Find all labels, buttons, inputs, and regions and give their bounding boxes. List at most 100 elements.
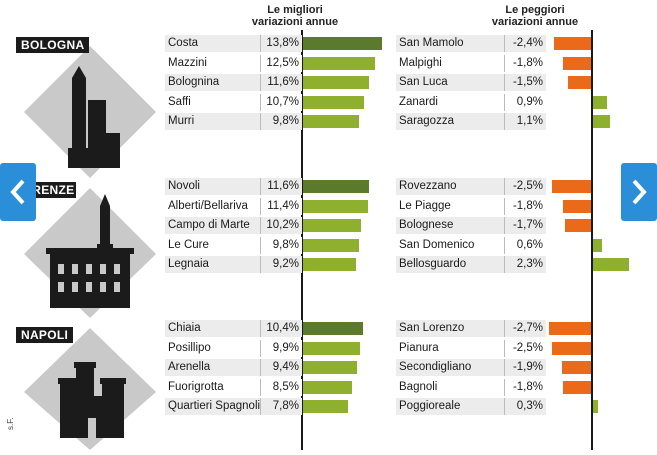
best-value-label: 7,8% [260, 398, 302, 416]
worst-row: Secondigliano -1,9% [396, 359, 546, 377]
worst-district-label: Rovezzano [399, 180, 457, 192]
best-bar [303, 180, 370, 193]
worst-bar [552, 341, 591, 355]
best-value-label: 8,5% [260, 378, 302, 396]
best-bar [303, 37, 382, 50]
best-bar [303, 258, 356, 272]
best-value-label: 12,5% [260, 54, 302, 72]
best-row: Alberti/Bellariva 11,4% [165, 197, 302, 215]
best-row: Posillipo 9,9% [165, 339, 302, 357]
worst-value-label: -2,5% [504, 178, 546, 195]
worst-value-label: -1,8% [504, 378, 546, 396]
worst-row: San Mamolo -2,4% [396, 35, 546, 52]
chevron-left-icon [10, 179, 25, 205]
worst-value-label: -2,5% [504, 339, 546, 357]
best-value-label: 9,9% [260, 339, 302, 357]
best-row: Le Cure 9,8% [165, 236, 302, 254]
best-bar [303, 115, 360, 129]
worst-row: Pianura -2,5% [396, 339, 546, 357]
best-district-label: Posillipo [168, 341, 211, 354]
worst-bar [549, 322, 591, 335]
credit-text: s.F. [6, 417, 15, 430]
best-bar [303, 56, 375, 70]
worst-district-label: San Lorenzo [399, 322, 465, 334]
worst-bar [553, 37, 591, 50]
worst-row: Malpighi -1,8% [396, 54, 546, 72]
best-district-label: Le Cure [168, 238, 209, 251]
best-district-label: Arenella [168, 361, 211, 374]
bologna-illustration [24, 46, 156, 178]
worst-bar [593, 258, 629, 272]
worst-bar [561, 361, 591, 375]
city-badge-napoli: NAPOLI [16, 327, 74, 343]
city-badge-bologna: BOLOGNA [16, 37, 90, 53]
best-bar [303, 361, 357, 375]
worst-district-label: Pianura [399, 341, 439, 354]
best-district-label: Costa [168, 37, 199, 49]
best-bar [303, 380, 352, 394]
firenze-illustration [24, 188, 156, 318]
worst-district-label: Malpighi [399, 56, 442, 69]
napoli-illustration [24, 328, 156, 450]
best-row: Fuorigrotta 8,5% [165, 378, 302, 396]
worst-district-label: Bellosguardo [399, 258, 467, 271]
worst-axis-line [591, 30, 593, 450]
worst-value-label: 0,6% [504, 236, 546, 254]
worst-value-label: -2,7% [504, 320, 546, 337]
best-value-label: 10,2% [260, 217, 302, 235]
best-row: Novoli 11,6% [165, 178, 302, 195]
worst-bar [593, 115, 611, 129]
best-district-label: Chiaia [168, 322, 201, 334]
best-bar [303, 219, 362, 233]
best-header: Le migliori variazioni annue [251, 4, 339, 28]
best-district-label: Mazzini [168, 56, 207, 69]
best-district-label: Quartieri Spagnoli [168, 400, 260, 413]
best-row: Arenella 9,4% [165, 359, 302, 377]
worst-value-label: -1,8% [504, 54, 546, 72]
best-bar [303, 95, 365, 109]
towers-icon [68, 66, 120, 168]
worst-bar [552, 180, 591, 193]
worst-row: Rovezzano -2,5% [396, 178, 546, 195]
worst-district-label: Bagnoli [399, 380, 438, 393]
best-district-label: Fuorigrotta [168, 380, 224, 393]
best-bar [303, 76, 370, 90]
worst-bar [563, 199, 591, 213]
best-district-label: Murri [168, 115, 195, 128]
best-row: Murri 9,8% [165, 113, 302, 131]
worst-row: Saragozza 1,1% [396, 113, 546, 131]
best-value-label: 9,2% [260, 256, 302, 274]
best-row: Mazzini 12,5% [165, 54, 302, 72]
worst-header: Le peggiori variazioni annue [491, 4, 579, 28]
worst-district-label: Zanardi [399, 95, 438, 108]
best-value-label: 9,8% [260, 236, 302, 254]
best-row: Legnaia 9,2% [165, 256, 302, 274]
best-bar [303, 199, 369, 213]
best-district-label: Alberti/Bellariva [168, 199, 248, 212]
prev-slide-button[interactable] [0, 163, 36, 221]
best-bar [303, 238, 360, 252]
worst-value-label: 2,3% [504, 256, 546, 274]
next-slide-button[interactable] [621, 163, 657, 221]
worst-bar [564, 219, 591, 233]
worst-row: Bellosguardo 2,3% [396, 256, 546, 274]
worst-value-label: 0,3% [504, 398, 546, 416]
worst-bar [567, 76, 591, 90]
best-value-label: 9,8% [260, 113, 302, 131]
worst-row: Poggioreale 0,3% [396, 398, 546, 416]
best-district-label: Legnaia [168, 258, 209, 271]
worst-value-label: -1,9% [504, 359, 546, 377]
best-axis-line [301, 30, 303, 450]
worst-value-label: 1,1% [504, 113, 546, 131]
best-value-label: 13,8% [260, 35, 302, 52]
best-row: Saffi 10,7% [165, 93, 302, 111]
worst-row: San Domenico 0,6% [396, 236, 546, 254]
best-value-label: 11,6% [260, 178, 302, 195]
best-row: Quartieri Spagnoli 7,8% [165, 398, 302, 416]
best-district-label: Campo di Marte [168, 219, 250, 232]
best-value-label: 11,4% [260, 197, 302, 215]
best-district-label: Bolognina [168, 76, 220, 89]
best-row: Chiaia 10,4% [165, 320, 302, 337]
best-row: Campo di Marte 10,2% [165, 217, 302, 235]
worst-row: Bolognese -1,7% [396, 217, 546, 235]
